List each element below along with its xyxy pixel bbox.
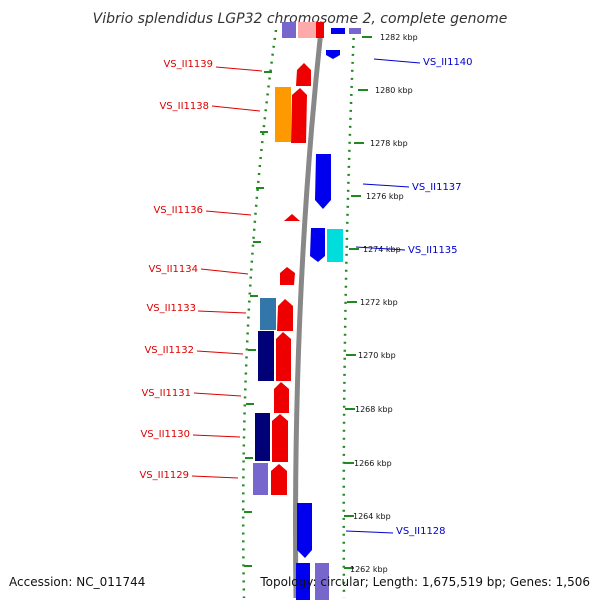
- scale-ticks: [244, 36, 372, 569]
- scale-label: 1262 kbp: [350, 565, 388, 574]
- gene-label-vs-ii1135: VS_II1135: [408, 245, 458, 256]
- scale-labels: 1282 kbp 1280 kbp 1278 kbp 1276 kbp 1274…: [350, 33, 418, 574]
- gene-block: [316, 22, 324, 38]
- gene-arrow: [284, 214, 300, 221]
- gene-label-vs-ii1130: VS_II1130: [140, 429, 190, 440]
- gene-label-vs-ii1132: VS_II1132: [144, 345, 194, 356]
- topology-text: Topology: circular; Length: 1,675,519 bp…: [259, 575, 590, 589]
- gene-arrow: [310, 228, 325, 262]
- gene-arrow: [315, 154, 331, 209]
- gene-label-vs-ii1136: VS_II1136: [153, 205, 203, 216]
- gene-arrow: [272, 414, 288, 462]
- leader-line: [373, 58, 421, 64]
- map-title: Vibrio splendidus LGP32 chromosome 2, co…: [93, 11, 508, 27]
- scale-label: 1268 kbp: [355, 405, 393, 414]
- gene-label-vs-ii1133: VS_II1133: [146, 303, 196, 314]
- gene-arrow: [291, 88, 307, 143]
- gene-label-vs-ii1138: VS_II1138: [159, 101, 209, 112]
- gene-arrow: [296, 63, 311, 86]
- gene-label-vs-ii1128: VS_II1128: [396, 526, 446, 537]
- gene-arrow: [277, 299, 293, 331]
- scale-label: 1270 kbp: [358, 351, 396, 360]
- accession-text: Accession: NC_011744: [9, 575, 145, 589]
- inner-strand-genes: [253, 22, 324, 495]
- gene-arrow: [280, 267, 295, 285]
- gene-block: [282, 22, 296, 38]
- gene-block: [296, 563, 310, 600]
- leader-line: [345, 530, 394, 534]
- leader-line: [191, 475, 239, 479]
- gene-block: [349, 28, 361, 34]
- gene-block: [258, 331, 274, 381]
- gene-label-vs-ii1129: VS_II1129: [139, 470, 189, 481]
- gene-label-vs-ii1134: VS_II1134: [148, 264, 198, 275]
- gene-label-vs-ii1140: VS_II1140: [423, 57, 473, 68]
- scale-label: 1276 kbp: [366, 192, 404, 201]
- scale-label: 1282 kbp: [380, 33, 418, 42]
- leader-line: [196, 350, 244, 355]
- gene-block: [253, 463, 268, 495]
- gene-block: [260, 298, 276, 330]
- gene-arrow: [326, 50, 340, 59]
- gene-arrow: [271, 464, 287, 495]
- scale-label: 1280 kbp: [375, 86, 413, 95]
- scale-label: 1274 kbp: [363, 245, 401, 254]
- outer-strand-genes: [296, 28, 361, 600]
- left-gene-labels: VS_II1139 VS_II1138 VS_II1136 VS_II1134 …: [139, 59, 263, 481]
- gene-arrow: [276, 332, 291, 381]
- leader-line: [211, 105, 261, 112]
- chromosome-backbone: [293, 29, 324, 599]
- gene-block: [315, 563, 329, 600]
- leader-line: [205, 210, 252, 216]
- gene-arrow: [297, 503, 312, 558]
- gene-label-vs-ii1139: VS_II1139: [163, 59, 213, 70]
- scale-label: 1278 kbp: [370, 139, 408, 148]
- leader-line: [362, 183, 410, 188]
- scale-label: 1266 kbp: [354, 459, 392, 468]
- leader-line: [355, 246, 406, 251]
- right-gene-labels: VS_II1140 VS_II1137 VS_II1135 VS_II1128: [345, 57, 473, 537]
- gene-block: [331, 28, 345, 34]
- leader-line: [200, 268, 249, 275]
- gene-block: [275, 87, 291, 142]
- gene-arrow: [274, 382, 289, 413]
- gene-block: [327, 229, 343, 262]
- gene-label-vs-ii1131: VS_II1131: [141, 388, 191, 399]
- scale-label: 1272 kbp: [360, 298, 398, 307]
- leader-line: [215, 66, 263, 72]
- gene-block: [255, 413, 270, 461]
- leader-line: [193, 392, 242, 397]
- gene-label-vs-ii1137: VS_II1137: [412, 182, 462, 193]
- leader-line: [192, 434, 241, 438]
- gene-block: [298, 22, 316, 38]
- leader-line: [197, 310, 247, 314]
- scale-label: 1264 kbp: [353, 512, 391, 521]
